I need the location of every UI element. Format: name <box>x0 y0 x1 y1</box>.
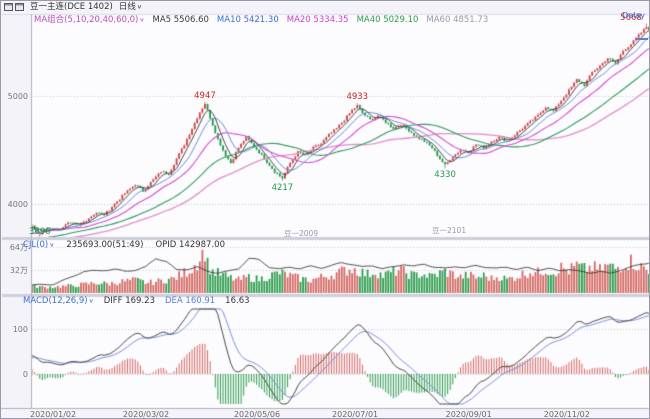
date-axis-label: 2020/07/01 <box>332 410 379 419</box>
delay-badge: Delay <box>622 11 645 20</box>
swing-high-label: 4947 <box>194 90 216 101</box>
last-price-dash <box>636 38 648 40</box>
date-axis-label: 2020/05/06 <box>233 410 281 419</box>
ma-legend-item: MA10 5421.30 <box>216 15 279 25</box>
date-axis-label: 2020/01/02 <box>30 410 77 419</box>
macd-axis-tick: 0 <box>22 370 28 379</box>
price-axis-tick: 5000 <box>7 92 28 101</box>
ma-legend-item: MA60 4851.73 <box>426 15 489 25</box>
ma-legend-item: MA5 5506.60 <box>152 15 209 25</box>
chevron-down-icon: ∨ <box>136 3 142 11</box>
swing-low-label: 4330 <box>434 170 456 181</box>
main-chart-panel[interactable] <box>32 15 649 235</box>
diff-value: DIFF 169.23 <box>103 296 155 306</box>
chevron-down-icon: ∨ <box>88 297 94 305</box>
swing-low-label: 3696 <box>28 226 51 237</box>
date-axis-label: 2020/03/02 <box>122 410 170 419</box>
macd-value: 16.63 <box>225 296 250 306</box>
dea-value: DEA 160.91 <box>164 296 216 306</box>
volume-indicator-selector[interactable]: CJL(0)∨ <box>23 240 55 250</box>
window-icon[interactable] <box>4 3 13 11</box>
date-axis-label: 2020/11/02 <box>543 410 590 419</box>
ma-legend-item: MA20 5334.35 <box>286 15 349 25</box>
swing-low-label: 4217 <box>271 182 294 193</box>
chevron-down-icon: ∨ <box>139 16 145 24</box>
open-interest: OPID 142987.00 <box>155 240 225 250</box>
date-axis-label: 2020/09/01 <box>445 410 492 419</box>
window-icon[interactable] <box>15 3 24 11</box>
ma-legend-item: MA40 5029.10 <box>356 15 419 25</box>
chevron-down-icon: ∨ <box>49 241 55 249</box>
macd-axis-tick: 100 <box>12 325 28 334</box>
ma-indicator-header: MA组合(5,10,20,40,60,0)∨ MA5 5506.60 MA10 5… <box>34 15 488 25</box>
contract-roll-marker: 豆一2101 <box>432 226 467 235</box>
volume-value: 235693.00(51:49) <box>66 240 144 250</box>
swing-high-label: 5668 <box>620 12 642 23</box>
macd-indicator-selector[interactable]: MACD(12,26,9)∨ <box>23 296 94 306</box>
volume-axis-tick: 64万 <box>9 242 28 252</box>
macd-panel[interactable] <box>32 308 649 406</box>
contract-roll-marker: 豆一2009 <box>284 229 319 238</box>
swing-high-label: 4933 <box>346 92 369 103</box>
instrument-title: 豆一主连(DCE 1402) <box>30 2 113 12</box>
ma-combo-selector[interactable]: MA组合(5,10,20,40,60,0)∨ <box>34 15 145 25</box>
macd-indicator-header: MACD(12,26,9)∨ DIFF 169.23 DEA 160.91 16… <box>23 296 250 306</box>
price-axis-tick: 4000 <box>7 200 28 209</box>
title-bar: 豆一主连(DCE 1402) 日线∨ <box>4 2 142 12</box>
period-selector[interactable]: 日线∨ <box>118 2 142 12</box>
volume-axis-tick: 32万 <box>9 265 28 275</box>
volume-indicator-header: CJL(0)∨ 235693.00(51:49) OPID 142987.00 <box>23 240 225 250</box>
